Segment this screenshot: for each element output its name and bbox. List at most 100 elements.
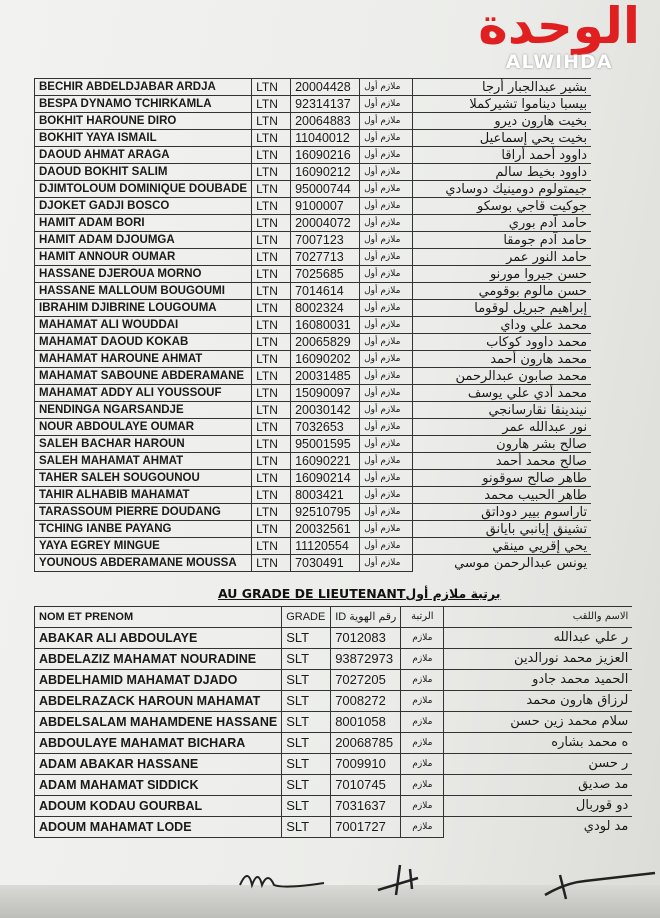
grade-cell: LTN [251,112,292,130]
grade-cell: LTN [251,486,292,504]
id-number-cell: 7025685 [290,265,361,283]
id-number-cell: 20004072 [290,214,361,232]
grade-cell: LTN [251,248,292,266]
name-cell: ABDELSALAM MAHAMDENE HASSANE [33,711,283,733]
grade-cell: LTN [251,146,292,164]
name-cell: DJOKET GADJI BOSCO [33,197,253,215]
table-row: HAMIT ANNOUR OUMAR LTN 7027713 ملازم أول حام… [33,248,592,266]
id-number-cell: 8003421 [290,486,361,504]
grade-cell: LTN [251,537,292,555]
id-number-cell: 8002324 [290,299,361,317]
table-row: ABAKAR ALI ABDOULAYE SLT 7012083 ملازم ر علي… [33,627,633,649]
header-arabic-name: الاسم واللقب [443,606,633,628]
id-number-cell: 16090221 [290,452,361,470]
arabic-name-cell: محمد داوود كوكاب [412,333,592,351]
id-number-cell: 20065829 [290,333,361,351]
grade-cell: LTN [251,129,292,147]
rank-cell: ملازم [400,669,445,691]
grade-cell: LTN [251,435,292,453]
grade-cell: SLT [281,774,332,796]
name-cell: ADOUM KODAU GOURBAL [33,795,283,817]
arabic-name-cell: مد صديق [443,774,633,796]
id-number-cell: 9100007 [290,197,361,215]
arabic-name-cell: ه محمد بشاره [443,732,633,754]
arabic-name-cell: تاراسوم بيير دوداتق [412,503,592,521]
rank-cell: ملازم أول [359,452,414,470]
table-row: HAMIT ADAM DJOUMGA LTN 7007123 ملازم أول حام… [33,231,592,249]
grade-cell: LTN [251,452,292,470]
arabic-name-cell: حامد آدم جومقا [412,231,592,249]
arabic-name-cell: تشينق إيانبي بايانق [412,520,592,538]
rank-cell: ملازم [400,732,445,754]
name-cell: DAOUD AHMAT ARAGA [33,146,253,164]
rank-cell: ملازم أول [359,214,414,232]
rank-cell: ملازم أول [359,78,414,96]
grade-cell: LTN [251,180,292,198]
arabic-name-cell: محمد صابون عبدالرحمن [412,367,592,385]
grade-cell: LTN [251,163,292,181]
table-row: HASSANE DJEROUA MORNO LTN 7025685 ملازم أول… [33,265,592,283]
name-cell: MAHAMAT ALI WOUDDAI [33,316,253,334]
grade-cell: SLT [281,627,332,649]
table-row: YOUNOUS ABDERAMANE MOUSSA LTN 7030491 ملازم… [33,554,592,572]
rank-cell: ملازم [400,711,445,733]
header-id: ID رقم الهوية [330,606,402,628]
name-cell: NENDINGA NGARSANDJE [33,401,253,419]
id-number-cell: 20064883 [290,112,361,130]
grade-cell: LTN [251,418,292,436]
section-title: AU GRADE DE LIEUTENANTبرتبة ملازم أول [218,586,501,601]
id-number-cell: 20068785 [330,732,402,754]
id-number-cell: 16090212 [290,163,361,181]
table-row: BOKHIT YAYA ISMAIL LTN 11040012 ملازم أول بخ… [33,129,592,147]
id-number-cell: 7012083 [330,627,402,649]
id-number-cell: 7014614 [290,282,361,300]
grade-cell: LTN [251,401,292,419]
arabic-name-cell: بخيت يحي إسماعيل [412,129,592,147]
id-number-cell: 7007123 [290,231,361,249]
id-number-cell: 93872973 [330,648,402,670]
name-cell: TARASSOUM PIERRE DOUDANG [33,503,253,521]
table-row: MAHAMAT DAOUD KOKAB LTN 20065829 ملازم أول م… [33,333,592,351]
arabic-name-cell: إبراهيم جبريل لوقوما [412,299,592,317]
grade-cell: SLT [281,732,332,754]
name-cell: DAOUD BOKHIT SALIM [33,163,253,181]
grade-cell: LTN [251,520,292,538]
name-cell: SALEH BACHAR HAROUN [33,435,253,453]
rank-cell: ملازم أول [359,95,414,113]
rank-cell: ملازم [400,816,445,838]
table-row: MAHAMAT SABOUNE ABDERAMANE LTN 20031485 ملا… [33,367,592,385]
grade-cell: LTN [251,214,292,232]
name-cell: MAHAMAT DAOUD KOKAB [33,333,253,351]
id-number-cell: 20032561 [290,520,361,538]
table-row: SALEH BACHAR HAROUN LTN 95001595 ملازم أول ص… [33,435,592,453]
rank-cell: ملازم [400,648,445,670]
id-number-cell: 8001058 [330,711,402,733]
id-number-cell: 7027205 [330,669,402,691]
arabic-name-cell: داوود بخيط سالم [412,163,592,181]
id-number-cell: 15090097 [290,384,361,402]
name-cell: HAMIT ADAM DJOUMGA [33,231,253,249]
arabic-name-cell: طاهر الحبيب محمد [412,486,592,504]
id-number-cell: 92314137 [290,95,361,113]
name-cell: SALEH MAHAMAT AHMAT [33,452,253,470]
table-row: ABDELSALAM MAHAMDENE HASSANE SLT 8001058 مل… [33,711,633,733]
rank-cell: ملازم أول [359,180,414,198]
grade-cell: LTN [251,197,292,215]
arabic-name-cell: حسن مالوم بوقومي [412,282,592,300]
table-row: ADAM ABAKAR HASSANE SLT 7009910 ملازم ر حسن [33,753,633,775]
grade-cell: LTN [251,384,292,402]
name-cell: TCHING IANBE PAYANG [33,520,253,538]
grade-cell: SLT [281,816,332,838]
arabic-name-cell: يونس عبدالرحمن موسي [412,554,592,572]
arabic-name-cell: يحي إقريي مينقي [412,537,592,555]
name-cell: MAHAMAT SABOUNE ABDERAMANE [33,367,253,385]
arabic-name-cell: دو قوربال [443,795,633,817]
name-cell: BOKHIT YAYA ISMAIL [33,129,253,147]
rank-cell: ملازم أول [359,282,414,300]
name-cell: ABDOULAYE MAHAMAT BICHARA [33,732,283,754]
id-number-cell: 95001595 [290,435,361,453]
name-cell: DJIMTOLOUM DOMINIQUE DOUBADE [33,180,253,198]
name-cell: ABAKAR ALI ABDOULAYE [33,627,283,649]
lieutenant-grade-list: NOM ET PRENOM GRADE ID رقم الهوية الرتبة… [33,606,633,838]
lieutenant-list-continued: BECHIR ABDELDJABAR ARDJA LTN 20004428 ملازم… [33,78,592,572]
